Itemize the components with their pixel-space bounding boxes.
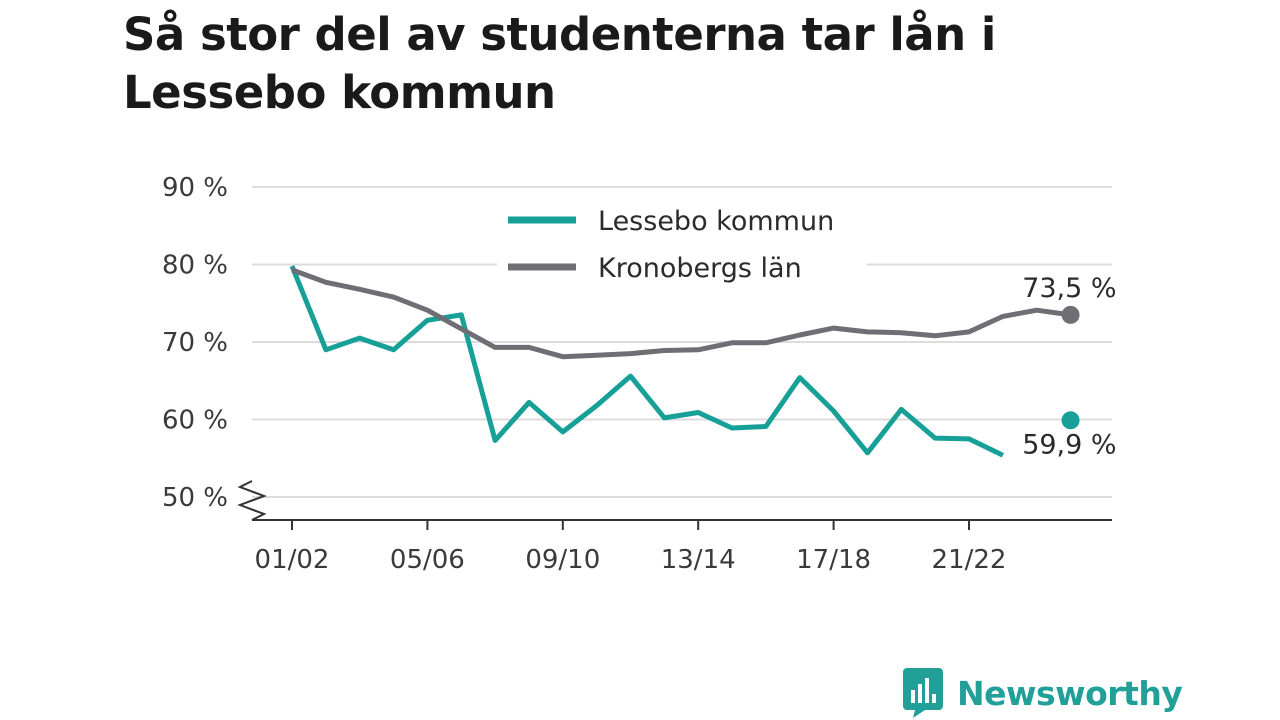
newsworthy-brand: Newsworthy [903, 668, 1183, 718]
x-tick-label: 17/18 [796, 545, 871, 575]
axis-break-icon [237, 480, 267, 521]
x-tick-label: 05/06 [390, 545, 465, 575]
x-tick-label: 13/14 [661, 545, 736, 575]
y-tick-label: 80 % [162, 251, 228, 281]
end-point-marker [1061, 305, 1080, 324]
series-line-lessebo [289, 265, 1004, 458]
gridlines [252, 186, 1112, 498]
x-tick-label: 21/22 [932, 545, 1007, 575]
end-labels: 59,9 % 73,5 % [1018, 269, 1120, 464]
y-tick-label: 70 % [162, 328, 228, 358]
legend-background [497, 195, 867, 295]
legend-label: Kronobergs län [598, 253, 802, 284]
y-tick-label: 90 % [162, 173, 228, 203]
newsworthy-logo-icon [903, 668, 943, 718]
end-value-label: 73,5 % [1022, 273, 1116, 304]
series-lines [289, 265, 1080, 458]
end-point-marker [1061, 411, 1080, 430]
end-value-label: 59,9 % [1022, 429, 1116, 460]
chart-title: Så stor del av studenterna tar lån i Les… [123, 8, 996, 119]
x-tick-label: 01/02 [255, 545, 330, 575]
y-tick-label: 60 % [162, 406, 228, 436]
legend: Lessebo kommun Kronobergs län [497, 195, 867, 295]
legend-label: Lessebo kommun [598, 206, 834, 237]
y-tick-label: 50 % [162, 483, 228, 513]
series-line-kronoberg [291, 267, 1071, 360]
axes: 50 % 60 % 70 % 80 % 90 % 01/02 05/06 09/10 13/14… [162, 173, 1112, 575]
brand-name: Newsworthy [957, 673, 1183, 713]
x-tick-label: 09/10 [525, 545, 600, 575]
